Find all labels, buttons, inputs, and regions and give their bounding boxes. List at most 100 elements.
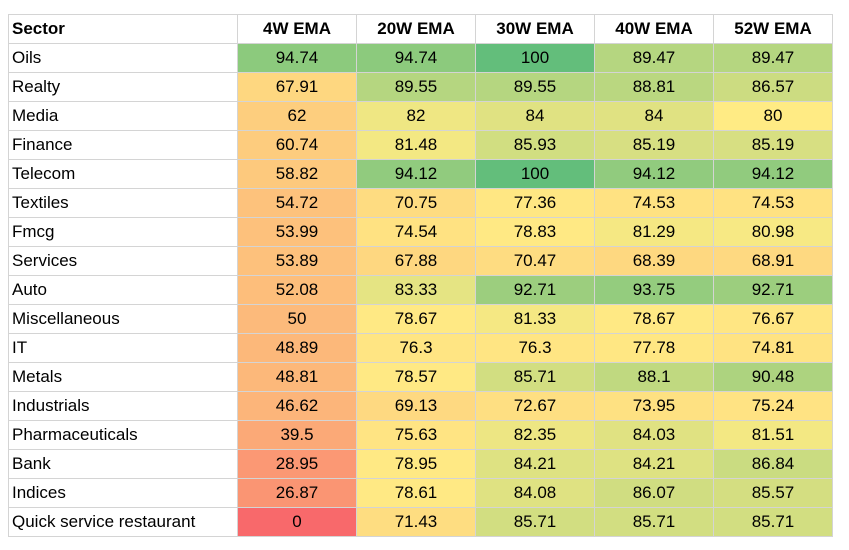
heatmap-cell: 84.08 (475, 478, 595, 508)
heatmap-cell: 93.75 (594, 275, 714, 305)
heatmap-cell: 74.81 (713, 333, 833, 363)
heatmap-cell: 81.48 (356, 130, 476, 160)
table-row: Services 53.89 67.88 70.47 68.39 68.91 (8, 246, 833, 276)
heatmap-cell: 94.74 (356, 43, 476, 73)
heatmap-cell: 85.71 (594, 507, 714, 537)
sector-label: Quick service restaurant (8, 507, 238, 537)
heatmap-cell: 76.3 (475, 333, 595, 363)
heatmap-cell: 70.47 (475, 246, 595, 276)
heatmap-cell: 71.43 (356, 507, 476, 537)
heatmap-table-container: Sector 4W EMA 20W EMA 30W EMA 40W EMA 52… (8, 14, 833, 537)
table-row: Industrials 46.62 69.13 72.67 73.95 75.24 (8, 391, 833, 421)
heatmap-cell: 46.62 (237, 391, 357, 421)
heatmap-cell: 80.98 (713, 217, 833, 247)
table-row: Textiles 54.72 70.75 77.36 74.53 74.53 (8, 188, 833, 218)
heatmap-cell: 78.67 (594, 304, 714, 334)
heatmap-cell: 72.67 (475, 391, 595, 421)
table-row: IT 48.89 76.3 76.3 77.78 74.81 (8, 333, 833, 363)
heatmap-cell: 84.21 (594, 449, 714, 479)
heatmap-cell: 0 (237, 507, 357, 537)
heatmap-cell: 94.74 (237, 43, 357, 73)
sector-label: Fmcg (8, 217, 238, 247)
heatmap-cell: 60.74 (237, 130, 357, 160)
heatmap-cell: 90.48 (713, 362, 833, 392)
sector-label: Realty (8, 72, 238, 102)
heatmap-cell: 84 (594, 101, 714, 131)
heatmap-cell: 85.71 (475, 507, 595, 537)
heatmap-cell: 69.13 (356, 391, 476, 421)
heatmap-cell: 85.57 (713, 478, 833, 508)
heatmap-cell: 89.55 (356, 72, 476, 102)
sector-column-header: Sector (8, 14, 238, 44)
sector-ema-heatmap: Sector 4W EMA 20W EMA 30W EMA 40W EMA 52… (8, 14, 833, 537)
sector-label: Media (8, 101, 238, 131)
column-header: 4W EMA (237, 14, 357, 44)
heatmap-cell: 84.21 (475, 449, 595, 479)
heatmap-cell: 88.81 (594, 72, 714, 102)
heatmap-cell: 78.57 (356, 362, 476, 392)
table-row: Realty 67.91 89.55 89.55 88.81 86.57 (8, 72, 833, 102)
heatmap-cell: 78.83 (475, 217, 595, 247)
heatmap-cell: 48.89 (237, 333, 357, 363)
column-header: 30W EMA (475, 14, 595, 44)
heatmap-cell: 74.53 (713, 188, 833, 218)
heatmap-cell: 85.19 (713, 130, 833, 160)
table-row: Miscellaneous 50 78.67 81.33 78.67 76.67 (8, 304, 833, 334)
heatmap-cell: 84 (475, 101, 595, 131)
heatmap-cell: 94.12 (594, 159, 714, 189)
heatmap-cell: 82 (356, 101, 476, 131)
sector-label: Indices (8, 478, 238, 508)
heatmap-cell: 89.47 (594, 43, 714, 73)
heatmap-cell: 92.71 (713, 275, 833, 305)
heatmap-cell: 52.08 (237, 275, 357, 305)
table-row: Metals 48.81 78.57 85.71 88.1 90.48 (8, 362, 833, 392)
table-row: Oils 94.74 94.74 100 89.47 89.47 (8, 43, 833, 73)
heatmap-cell: 80 (713, 101, 833, 131)
heatmap-cell: 86.57 (713, 72, 833, 102)
sector-label: Metals (8, 362, 238, 392)
heatmap-cell: 54.72 (237, 188, 357, 218)
heatmap-cell: 86.07 (594, 478, 714, 508)
heatmap-cell: 74.54 (356, 217, 476, 247)
heatmap-cell: 28.95 (237, 449, 357, 479)
heatmap-cell: 81.29 (594, 217, 714, 247)
heatmap-cell: 94.12 (356, 159, 476, 189)
heatmap-cell: 70.75 (356, 188, 476, 218)
heatmap-cell: 84.03 (594, 420, 714, 450)
heatmap-cell: 53.89 (237, 246, 357, 276)
heatmap-cell: 77.78 (594, 333, 714, 363)
column-header: 52W EMA (713, 14, 833, 44)
heatmap-cell: 76.67 (713, 304, 833, 334)
heatmap-cell: 76.3 (356, 333, 476, 363)
table-row: Media 62 82 84 84 80 (8, 101, 833, 131)
heatmap-cell: 74.53 (594, 188, 714, 218)
table-row: Auto 52.08 83.33 92.71 93.75 92.71 (8, 275, 833, 305)
heatmap-cell: 50 (237, 304, 357, 334)
heatmap-cell: 39.5 (237, 420, 357, 450)
heatmap-cell: 85.93 (475, 130, 595, 160)
sector-label: Miscellaneous (8, 304, 238, 334)
table-row: Quick service restaurant 0 71.43 85.71 85.71… (8, 507, 833, 537)
heatmap-cell: 94.12 (713, 159, 833, 189)
table-row: Indices 26.87 78.61 84.08 86.07 85.57 (8, 478, 833, 508)
heatmap-cell: 78.67 (356, 304, 476, 334)
column-header: 20W EMA (356, 14, 476, 44)
table-row: Finance 60.74 81.48 85.93 85.19 85.19 (8, 130, 833, 160)
heatmap-cell: 75.63 (356, 420, 476, 450)
heatmap-cell: 83.33 (356, 275, 476, 305)
sector-label: Finance (8, 130, 238, 160)
sector-label: Pharmaceuticals (8, 420, 238, 450)
heatmap-cell: 89.47 (713, 43, 833, 73)
sector-label: Industrials (8, 391, 238, 421)
heatmap-cell: 82.35 (475, 420, 595, 450)
heatmap-body: Oils 94.74 94.74 100 89.47 89.47 Realty 67.91 89… (8, 43, 833, 537)
heatmap-cell: 73.95 (594, 391, 714, 421)
heatmap-cell: 58.82 (237, 159, 357, 189)
heatmap-cell: 92.71 (475, 275, 595, 305)
heatmap-cell: 26.87 (237, 478, 357, 508)
heatmap-cell: 75.24 (713, 391, 833, 421)
sector-label: Auto (8, 275, 238, 305)
heatmap-cell: 48.81 (237, 362, 357, 392)
sector-label: Telecom (8, 159, 238, 189)
header-row: Sector 4W EMA 20W EMA 30W EMA 40W EMA 52… (8, 14, 833, 44)
